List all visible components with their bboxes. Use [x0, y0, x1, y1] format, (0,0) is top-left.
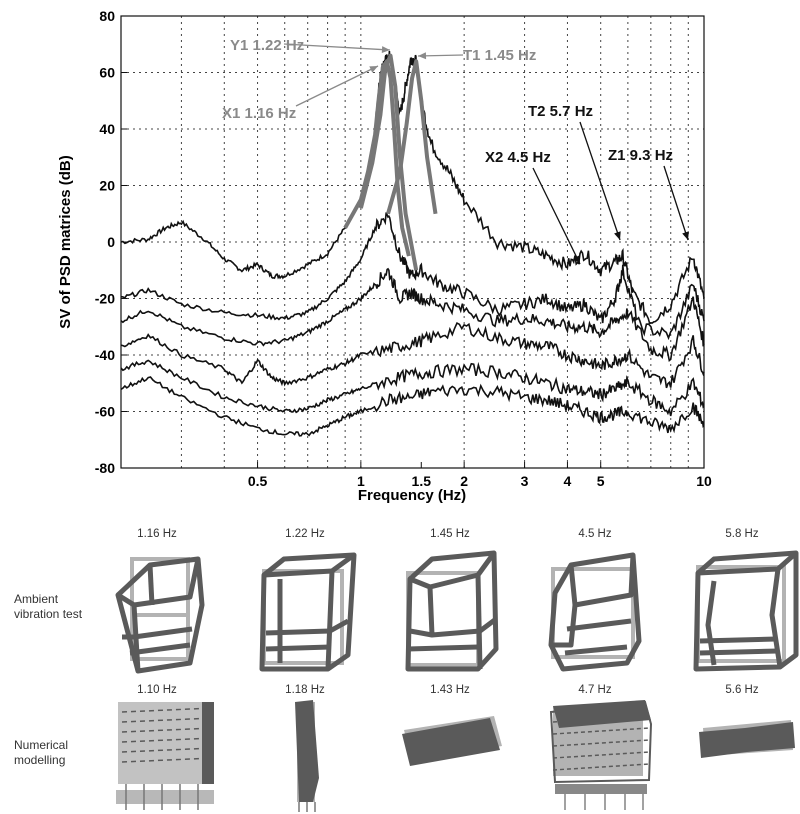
psd-curves [120, 50, 705, 437]
ambient-freq-4: 4.5 Hz [578, 528, 612, 540]
ambient-mode-shape-1 [115, 556, 205, 674]
x-axis-label: Frequency (Hz) [358, 487, 466, 504]
y-axis-label: SV of PSD matrices (dB) [57, 155, 74, 328]
numerical-mode-shape-5 [699, 720, 795, 758]
annotation-label-3: X1 1.16 Hz [222, 105, 296, 122]
annotation-arrow-line-3 [295, 65, 379, 107]
y-tick-label-0: -80 [95, 460, 115, 476]
numerical-mode-shape-1 [116, 702, 215, 810]
annotation-arrow-head-1 [381, 46, 390, 53]
annotation-label-2: T1 1.45 Hz [463, 47, 536, 64]
x-tick-label-0: 0.5 [248, 473, 268, 489]
annotation-arrow-head-3 [369, 66, 378, 73]
annotation-label-6: Z1 9.3 Hz [608, 147, 673, 164]
annotation-arrow-line-4 [579, 121, 621, 241]
modal-peak-curves [343, 53, 438, 271]
row-label-ambient: Ambient vibration test [14, 592, 82, 622]
y-tick-label-8: 80 [99, 8, 115, 24]
x-tick-label-2: 1.5 [412, 473, 432, 489]
y-tick-label-3: -20 [95, 291, 115, 307]
numerical-mode-shape-3 [402, 716, 502, 766]
numerical-freq-2: 1.18 Hz [285, 684, 325, 696]
y-tick-label-2: -40 [95, 347, 115, 363]
annotation-arrow-head-5 [573, 255, 580, 264]
ambient-freq-3: 1.45 Hz [430, 528, 470, 540]
psd-chart: 0.5 1 1.5 2 3 4 5 10 -80 -60 -40 -20 0 20 40 60 80 Y1 1.… [57, 8, 712, 504]
sv-curve-2 [120, 212, 705, 341]
sv-curve-1 [120, 50, 705, 325]
y-tick-label-5: 20 [99, 178, 115, 194]
numerical-mode-shape-4 [549, 700, 653, 810]
tick-labels: 0.5 1 1.5 2 3 4 5 10 -80 -60 -40 -20 0 20 40 60 80 [95, 8, 712, 489]
x-tick-label-1: 1 [357, 473, 365, 489]
row-label-numerical-line2: modelling [14, 753, 66, 767]
sv-curve-3 [120, 267, 705, 362]
numerical-mode-shape-2 [295, 700, 319, 812]
ambient-freq-2: 1.22 Hz [285, 528, 325, 540]
sv-curve-4 [120, 322, 705, 389]
annotation-label-5: X2 4.5 Hz [485, 149, 551, 166]
sv-curve-5 [120, 359, 705, 417]
ambient-mode-shape-4 [548, 552, 642, 672]
y-tick-label-6: 40 [99, 121, 115, 137]
row-label-numerical-line1: Numerical [14, 738, 69, 752]
row-label-ambient-line1: Ambient [14, 592, 59, 606]
x-tick-label-6: 5 [597, 473, 605, 489]
modal-curve-2 [358, 53, 419, 271]
x-tick-label-3: 2 [460, 473, 468, 489]
annotation-label-4: T2 5.7 Hz [528, 103, 593, 120]
grid-lines [121, 16, 704, 468]
annotation-arrow-line-5 [532, 167, 581, 265]
numerical-freq-5: 5.6 Hz [725, 684, 759, 696]
numerical-freq-4: 4.7 Hz [578, 684, 612, 696]
sv-curve-6 [120, 376, 705, 437]
annotation-arrow-line-1 [283, 43, 391, 51]
annotation-arrow-head-2 [418, 52, 427, 60]
y-tick-label-1: -60 [95, 404, 115, 420]
annotation-label-1: Y1 1.22 Hz [230, 37, 304, 54]
row-label-numerical: Numerical modelling [14, 738, 68, 768]
annotation-arrow-head-4 [614, 231, 621, 240]
ambient-mode-shape-2 [259, 552, 357, 672]
ambient-mode-shape-5 [693, 550, 799, 672]
x-tick-label-5: 4 [564, 473, 572, 489]
modal-curve-3 [386, 59, 438, 215]
ambient-mode-shape-3 [405, 550, 499, 672]
y-tick-label-7: 60 [99, 65, 115, 81]
ambient-freq-5: 5.8 Hz [725, 528, 759, 540]
ambient-freq-1: 1.16 Hz [137, 528, 177, 540]
annotation-arrow-head-6 [682, 231, 689, 240]
numerical-freq-3: 1.43 Hz [430, 684, 470, 696]
x-tick-label-7: 10 [696, 473, 712, 489]
row-label-ambient-line2: vibration test [14, 607, 83, 621]
y-tick-label-4: 0 [107, 234, 115, 250]
annotation-arrow-line-6 [663, 165, 689, 241]
numerical-freq-1: 1.10 Hz [137, 684, 177, 696]
peak-annotations: Y1 1.22 Hz T1 1.45 Hz X1 1.16 Hz T2 5.7 Hz X… [222, 37, 689, 265]
x-tick-label-4: 3 [521, 473, 529, 489]
